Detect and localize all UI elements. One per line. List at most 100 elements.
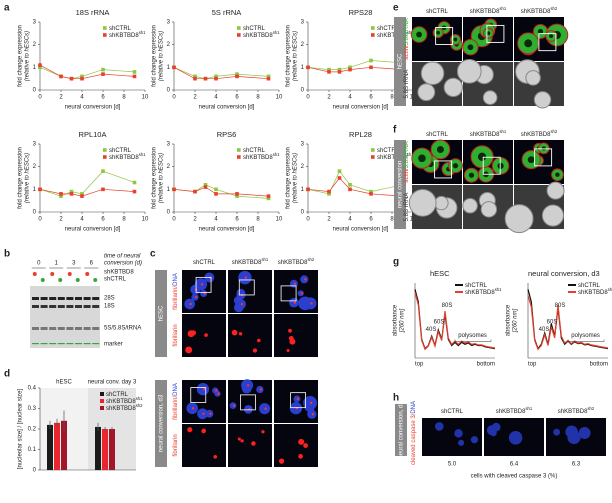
marker [69,76,74,81]
nucleus [491,422,501,432]
marker [266,194,271,198]
marker [80,76,84,81]
column-header: shKBTBD8sh2 [558,406,595,415]
marker [101,72,105,76]
channel-label-part: DNA [411,401,417,414]
legend-label-part: sh1 [407,152,414,157]
gel [30,286,100,348]
series-line [173,186,269,197]
cell [525,70,541,86]
x-tick-label: 6 [369,217,373,223]
y-tick-label: 0 [33,88,37,94]
legend-label: shKBTBD8sh1 [106,396,143,405]
panel-label: e [393,3,399,14]
marker [38,65,42,70]
row-label: hESC [398,53,404,69]
panel-label: d [4,369,10,380]
column-header-part: sh2 [550,6,557,11]
cell [541,204,564,227]
y-axis-note: (relative to hESCs) [293,31,299,81]
legend-label-part: shCTRL [377,148,400,154]
column-header-part: shKBTBD8 [496,409,526,415]
x-axis-label: bottom [590,362,608,368]
gel-band [83,297,91,300]
column-header: shKBTBD8sh1 [496,406,533,415]
panel-label: g [393,257,399,268]
nucleolus [304,278,307,281]
micrograph [228,424,272,467]
gel-band [32,305,39,308]
nucleus [418,154,426,163]
legend-swatch [237,33,241,37]
cell [482,90,498,105]
x-axis-label: neural conversion [d] [65,227,121,233]
cell [504,204,534,234]
channel-label: cleaved caspase 3/DNA [411,401,417,465]
x-tick-label: 6 [101,95,105,101]
column-header-part: shKBTBD8 [470,9,500,15]
column-header-part: shKBTBD8 [521,132,551,138]
cell [546,181,565,200]
zoom-box [538,33,557,52]
marker [203,185,208,189]
x-tick-label: 10 [142,95,149,101]
legend-label: shKBTBD8sh1 [377,30,414,39]
bar [47,424,53,470]
caspase-value: 6.3 [572,462,581,468]
x-axis-label: neural conversion [d] [333,227,389,233]
channel-label: fibrillarin/DNA [173,383,179,420]
marker [101,169,105,173]
marker [80,192,84,196]
legend-swatch [100,399,104,403]
legend-label: shKBTBD8sh1 [377,152,414,161]
bar [109,429,115,470]
cell [443,77,463,98]
nucleolus [251,441,256,446]
channel-label: fibrillarin [173,434,179,456]
legend-label: shCTRL [377,148,400,154]
legend-label-part: shCTRL [377,26,400,32]
nucleolus [298,438,305,445]
timepoint-label: 3 [72,261,76,267]
annotation: polysomes [458,333,487,339]
y-axis-label: fold change expression [152,25,158,87]
nucleolus [185,346,193,354]
legend-label: shKBTBD8sh2 [106,403,143,412]
nucleus [555,172,560,177]
channel-label: actin/5.8SrRNA [404,141,410,182]
category-label: hESC [56,380,72,386]
nucleolus [201,428,206,434]
channel-label-part: actin/ [404,168,410,183]
zoom-box [290,392,306,409]
column-header-part: shKBTBD8 [558,409,588,415]
marker [193,76,197,81]
legend-swatch [103,155,107,159]
series-line [39,64,135,80]
nucleolus [310,302,313,305]
x-tick-label: 8 [256,95,260,101]
x-tick-label: 0 [38,95,42,101]
column-header: shCTRL [426,132,449,138]
marker [266,74,271,79]
x-tick-label: 8 [122,95,126,101]
zoom-box [482,156,501,175]
panel-label: h [393,393,399,404]
gel-band [83,327,91,330]
channel-label-part: 5.8SrRNA [404,18,410,45]
nucleolus [293,282,297,285]
legend-label: shKBTBD8sh1 [578,287,612,296]
lane-dot [75,278,80,282]
marker [348,67,352,72]
marker [306,187,310,192]
marker [80,74,84,79]
y-tick-label: 2 [33,164,37,170]
y-tick-label: 3 [33,20,37,26]
x-tick-label: 0 [306,217,310,223]
marker [266,196,271,201]
annotation: polysomes [571,333,600,339]
legend-label-part: shCTRL [109,148,132,154]
nucleolus [209,412,212,415]
nucleolus [300,292,303,295]
y-axis-note: (relative to hESCs) [25,153,31,203]
nucleolus [311,413,315,416]
